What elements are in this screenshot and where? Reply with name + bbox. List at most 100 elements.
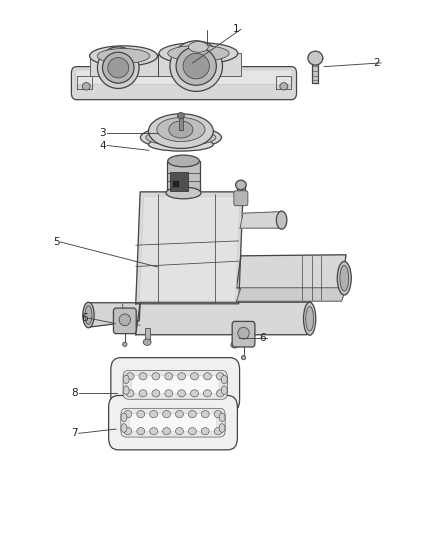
- Ellipse shape: [204, 373, 212, 380]
- Ellipse shape: [176, 410, 184, 418]
- Ellipse shape: [162, 427, 170, 435]
- Ellipse shape: [119, 314, 131, 326]
- Ellipse shape: [108, 58, 129, 78]
- Ellipse shape: [236, 180, 246, 190]
- Ellipse shape: [188, 427, 196, 435]
- Ellipse shape: [85, 306, 92, 324]
- Polygon shape: [139, 196, 240, 301]
- Polygon shape: [237, 255, 346, 288]
- Ellipse shape: [214, 410, 222, 418]
- Ellipse shape: [214, 427, 222, 435]
- FancyBboxPatch shape: [111, 358, 240, 412]
- Ellipse shape: [170, 41, 223, 92]
- Polygon shape: [88, 303, 140, 327]
- Polygon shape: [136, 192, 243, 304]
- FancyBboxPatch shape: [113, 308, 136, 334]
- Ellipse shape: [337, 262, 351, 295]
- Ellipse shape: [201, 410, 209, 418]
- Text: 3: 3: [99, 128, 106, 138]
- Bar: [170, 172, 188, 191]
- Ellipse shape: [121, 424, 127, 432]
- Ellipse shape: [152, 373, 160, 380]
- Ellipse shape: [201, 427, 209, 435]
- Bar: [312, 58, 318, 83]
- Text: 4: 4: [99, 141, 106, 150]
- Ellipse shape: [137, 410, 145, 418]
- FancyBboxPatch shape: [129, 414, 217, 432]
- Ellipse shape: [178, 390, 186, 397]
- Ellipse shape: [165, 373, 173, 380]
- Ellipse shape: [216, 390, 224, 397]
- Text: 6: 6: [259, 333, 266, 343]
- Ellipse shape: [150, 427, 158, 435]
- Ellipse shape: [82, 83, 90, 90]
- Ellipse shape: [221, 386, 227, 394]
- Ellipse shape: [140, 126, 221, 149]
- FancyBboxPatch shape: [232, 321, 255, 347]
- Ellipse shape: [191, 373, 198, 380]
- Text: 7: 7: [71, 429, 78, 438]
- Text: 6: 6: [81, 313, 88, 323]
- Text: 2: 2: [373, 58, 380, 68]
- Ellipse shape: [168, 155, 199, 167]
- FancyBboxPatch shape: [234, 191, 248, 206]
- Ellipse shape: [126, 390, 134, 397]
- Ellipse shape: [280, 83, 288, 90]
- Ellipse shape: [166, 187, 201, 199]
- Ellipse shape: [139, 373, 147, 380]
- Bar: [173, 181, 179, 187]
- Ellipse shape: [159, 43, 238, 64]
- FancyBboxPatch shape: [121, 408, 225, 437]
- FancyBboxPatch shape: [131, 376, 219, 394]
- Ellipse shape: [89, 46, 157, 66]
- Polygon shape: [90, 56, 158, 76]
- Polygon shape: [136, 302, 311, 335]
- Polygon shape: [276, 76, 291, 89]
- Ellipse shape: [176, 427, 184, 435]
- Text: 5: 5: [53, 237, 60, 247]
- Ellipse shape: [221, 375, 227, 384]
- Ellipse shape: [168, 45, 229, 61]
- Ellipse shape: [97, 49, 150, 63]
- Ellipse shape: [102, 52, 134, 83]
- Ellipse shape: [146, 130, 216, 146]
- Ellipse shape: [178, 373, 186, 380]
- Ellipse shape: [143, 339, 151, 345]
- Ellipse shape: [188, 410, 196, 418]
- Ellipse shape: [162, 410, 170, 418]
- Bar: [232, 332, 237, 344]
- FancyBboxPatch shape: [75, 70, 293, 85]
- Polygon shape: [77, 76, 92, 89]
- Ellipse shape: [139, 390, 147, 397]
- Ellipse shape: [165, 390, 173, 397]
- Ellipse shape: [276, 211, 287, 229]
- FancyBboxPatch shape: [109, 395, 237, 450]
- Ellipse shape: [189, 42, 208, 52]
- Ellipse shape: [219, 424, 225, 432]
- FancyBboxPatch shape: [123, 370, 227, 399]
- Ellipse shape: [216, 373, 224, 380]
- Ellipse shape: [219, 413, 225, 422]
- Ellipse shape: [176, 47, 216, 85]
- Bar: [179, 116, 183, 130]
- Ellipse shape: [83, 302, 94, 328]
- Text: 1: 1: [233, 25, 240, 34]
- Ellipse shape: [123, 342, 127, 346]
- Ellipse shape: [97, 47, 139, 88]
- Bar: [237, 185, 245, 204]
- Polygon shape: [158, 53, 241, 76]
- Ellipse shape: [308, 51, 323, 65]
- Polygon shape: [237, 288, 346, 301]
- Polygon shape: [240, 212, 283, 228]
- Ellipse shape: [191, 390, 198, 397]
- Ellipse shape: [183, 53, 209, 79]
- Ellipse shape: [157, 118, 205, 142]
- Bar: [167, 161, 200, 192]
- Ellipse shape: [150, 410, 158, 418]
- Ellipse shape: [152, 390, 160, 397]
- Ellipse shape: [121, 413, 127, 422]
- FancyBboxPatch shape: [71, 67, 297, 100]
- Ellipse shape: [231, 342, 239, 348]
- Ellipse shape: [177, 112, 184, 119]
- Ellipse shape: [148, 138, 213, 151]
